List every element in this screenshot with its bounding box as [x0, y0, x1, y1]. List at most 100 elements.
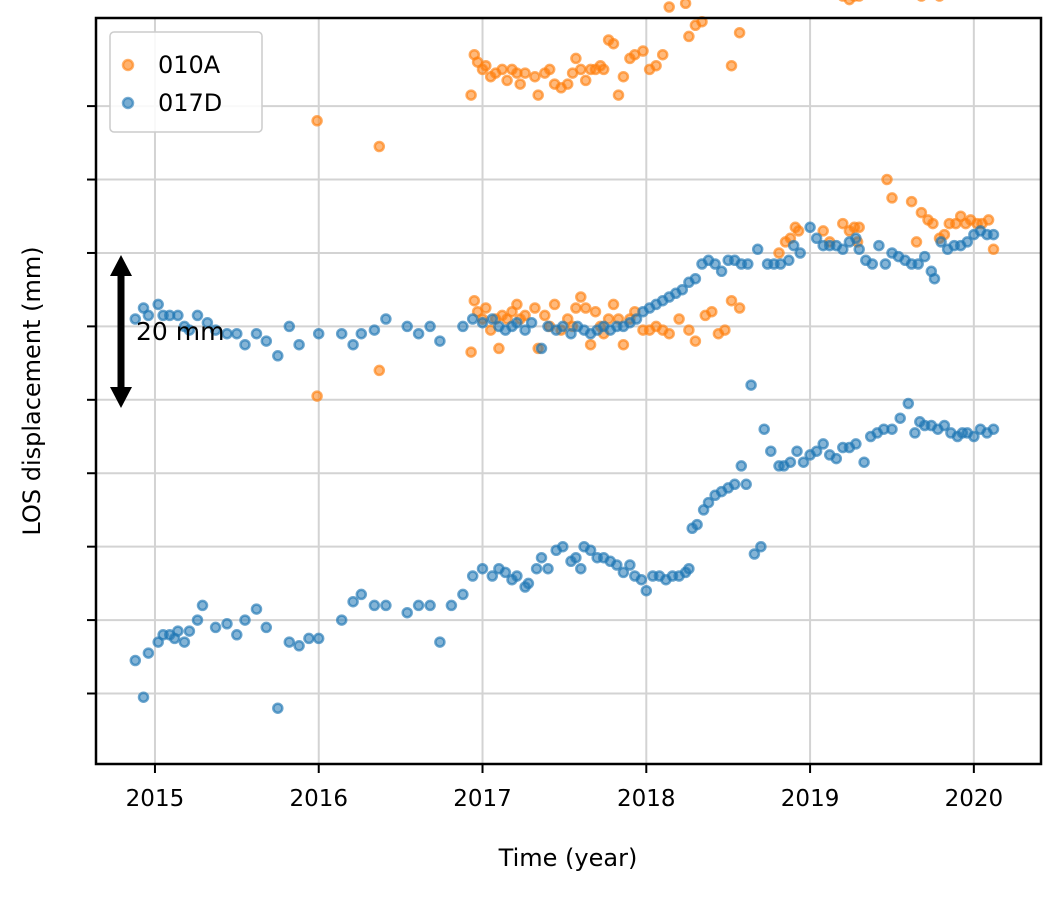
data-point-010A [987, 243, 1000, 256]
data-point-010A [612, 89, 625, 101]
data-point-010A [529, 70, 541, 83]
data-point-010A [493, 342, 505, 355]
data-point-017D [129, 313, 142, 325]
data-point-017D [886, 423, 898, 435]
data-point-010A [543, 63, 556, 76]
data-point-010A [579, 302, 592, 314]
data-point-017D [858, 456, 870, 468]
x-axis-title: Time (year) [498, 844, 638, 872]
data-point-017D [424, 599, 436, 612]
data-point-017D [748, 548, 761, 560]
data-point-017D [745, 379, 757, 391]
data-point-017D [209, 621, 222, 634]
data-point-010A [855, 0, 864, 2]
data-point-010A [706, 305, 718, 318]
data-point-017D [191, 309, 204, 322]
data-point-017D [758, 423, 770, 435]
data-point-010A [570, 52, 582, 65]
data-point-017D [676, 283, 689, 296]
data-point-017D [283, 636, 296, 648]
data-point-017D [137, 691, 150, 703]
data-point-010A [617, 70, 630, 83]
data-point-017D [894, 412, 906, 424]
data-point-010A [689, 335, 702, 347]
data-point-017D [902, 397, 915, 410]
data-point-017D [347, 595, 359, 608]
data-point-017D [817, 438, 829, 450]
data-point-010A [548, 298, 561, 311]
x-tick-label: 2018 [617, 786, 676, 812]
data-point-017D [312, 327, 325, 340]
data-point-010A [733, 26, 746, 39]
data-point-017D [142, 647, 155, 659]
data-point-017D [191, 614, 204, 626]
legend-label-010A: 010A [158, 51, 221, 79]
data-point-017D [810, 445, 823, 457]
data-point-010A [575, 63, 587, 76]
data-point-017D [961, 236, 974, 248]
data-point-017D [152, 298, 164, 311]
data-point-017D [335, 614, 348, 626]
data-point-017D [830, 452, 843, 465]
data-point-017D [987, 228, 1000, 241]
data-point-017D [486, 570, 499, 582]
data-point-010A [683, 30, 695, 43]
data-point-017D [689, 272, 702, 285]
scale-arrow-head-down [110, 387, 132, 408]
data-point-017D [412, 599, 425, 612]
data-point-017D [557, 540, 569, 553]
legend-label-017D: 017D [158, 89, 222, 117]
data-point-017D [272, 350, 284, 362]
data-point-017D [445, 599, 458, 612]
data-point-017D [466, 570, 479, 582]
plot-frame [94, 16, 1043, 766]
axis-ticks: 2015 2016 2017 2018 2019 2020 [87, 105, 1003, 812]
data-point-017D [380, 313, 392, 325]
data-point-017D [935, 236, 947, 248]
data-point-010A [570, 302, 582, 314]
data-point-017D [535, 342, 548, 355]
legend-box [109, 31, 263, 133]
data-point-010A [679, 0, 692, 10]
data-point-017D [293, 640, 305, 652]
data-point-017D [709, 258, 721, 270]
data-point-017D [570, 551, 582, 564]
data-point-017D [850, 232, 862, 245]
data-point-017D [260, 621, 273, 634]
x-tick-label: 2017 [453, 786, 512, 812]
data-point-017D [221, 618, 233, 630]
data-point-010A [597, 63, 610, 76]
data-point-017D [918, 250, 931, 263]
data-point-010A [982, 214, 995, 226]
data-point-010A [905, 195, 918, 208]
data-point-017D [209, 324, 222, 336]
data-point-010A [881, 173, 893, 186]
data-point-017D [535, 551, 548, 564]
data-point-017D [457, 320, 469, 333]
data-point-017D [335, 327, 348, 340]
data-point-017D [368, 599, 381, 612]
data-point-010A [373, 364, 386, 377]
data-point-017D [728, 478, 741, 491]
data-point-017D [355, 588, 368, 601]
data-point-010A [656, 48, 669, 61]
data-point-017D [519, 324, 531, 336]
data-point-017D [866, 258, 879, 270]
data-point-017D [617, 566, 630, 579]
data-point-017D [742, 258, 754, 270]
data-point-010A [817, 225, 829, 237]
data-point-017D [715, 265, 728, 278]
data-point-017D [434, 636, 446, 648]
data-point-017D [511, 570, 523, 582]
data-point-017D [525, 316, 538, 329]
data-point-017D [740, 478, 752, 491]
data-point-017D [303, 632, 315, 645]
data-point-017D [260, 335, 273, 347]
scale-annotation-label: 20 mm [136, 317, 224, 346]
data-point-017D [530, 562, 543, 575]
data-point-017D [879, 258, 892, 270]
data-point-017D [231, 327, 243, 340]
legend-marker-017D [121, 96, 135, 110]
data-point-017D [787, 239, 800, 252]
